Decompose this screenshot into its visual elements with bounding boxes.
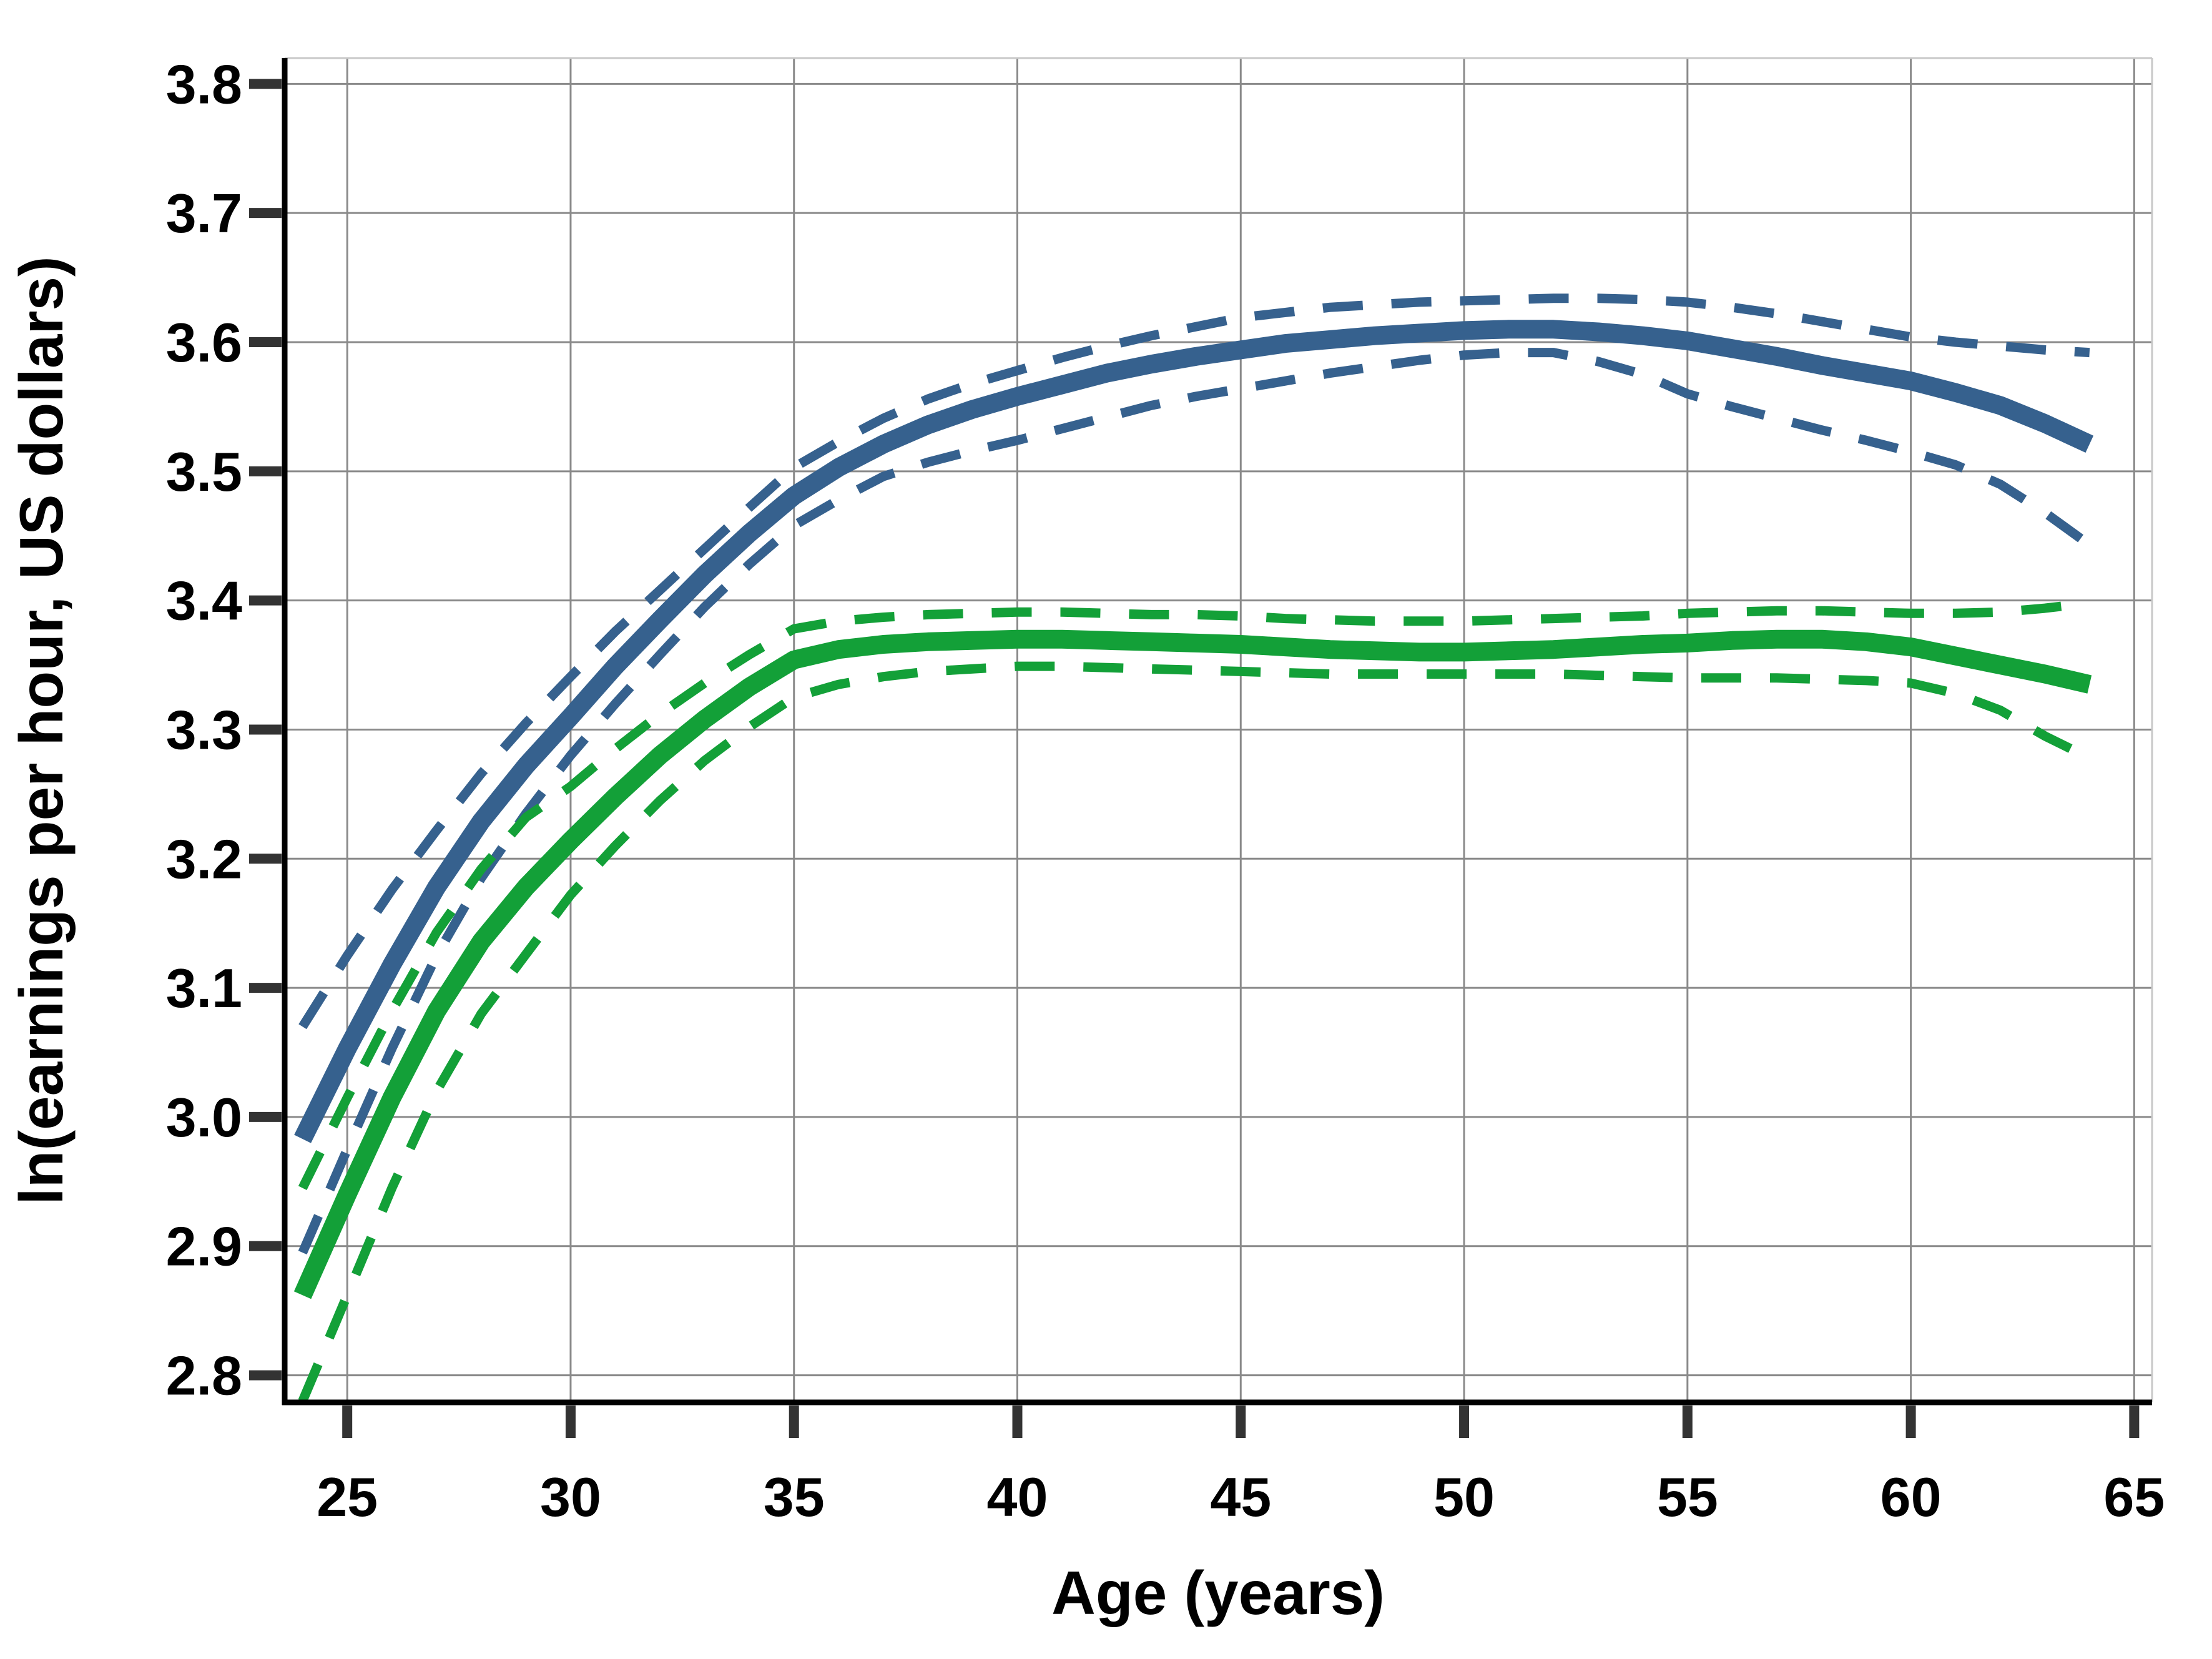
x-tick-label-45: 45 [1210, 1466, 1271, 1528]
x-tick-label-65: 65 [2103, 1466, 2165, 1528]
y-tick-label-3.0: 3.0 [166, 1086, 242, 1148]
y-tick-label-3.6: 3.6 [166, 312, 242, 373]
y-axis-title: ln(earnings per hour, US dollars) [7, 256, 76, 1204]
series-blue-fit-line [294, 320, 2094, 1143]
y-tick-label-3.4: 3.4 [166, 570, 242, 632]
series-green-ci-lower-line [298, 661, 2092, 1403]
x-tick-label-25: 25 [317, 1466, 378, 1528]
x-tick-label-40: 40 [987, 1466, 1048, 1528]
y-tick-label-2.9: 2.9 [166, 1216, 242, 1277]
plot-area: 25 30 35 40 45 50 55 60 65 2.8 2.9 3.0 3.1 3.2 3.3 3.4 3… [166, 53, 2165, 1528]
y-tick-label-3.2: 3.2 [166, 828, 242, 890]
series-green-fit-line [293, 629, 2092, 1299]
x-axis-title: Age (years) [1051, 1558, 1385, 1627]
x-tick-label-50: 50 [1433, 1466, 1495, 1528]
y-tick-label-3.3: 3.3 [166, 699, 242, 761]
series-blue-ci-lower-line [298, 348, 2093, 1255]
y-tick-label-3.1: 3.1 [166, 957, 242, 1019]
y-tick-label-3.5: 3.5 [166, 441, 242, 503]
x-tick-label-60: 60 [1880, 1466, 1942, 1528]
x-tick-label-55: 55 [1657, 1466, 1718, 1528]
series-blue-ci-upper-line [298, 293, 2090, 1030]
y-tick-label-3.7: 3.7 [166, 182, 242, 244]
x-tick-label-30: 30 [540, 1466, 601, 1528]
y-tick-label-3.8: 3.8 [166, 53, 242, 115]
y-tick-label-2.8: 2.8 [166, 1345, 242, 1407]
x-tick-label-35: 35 [764, 1466, 825, 1528]
